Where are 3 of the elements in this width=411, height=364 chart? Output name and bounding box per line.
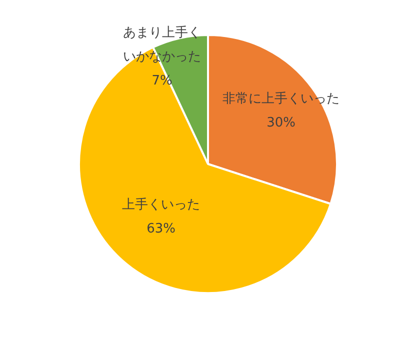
data-label: 63% — [146, 222, 176, 237]
slice-label: 上手くいった — [122, 198, 200, 213]
data-label: 30% — [266, 115, 296, 130]
